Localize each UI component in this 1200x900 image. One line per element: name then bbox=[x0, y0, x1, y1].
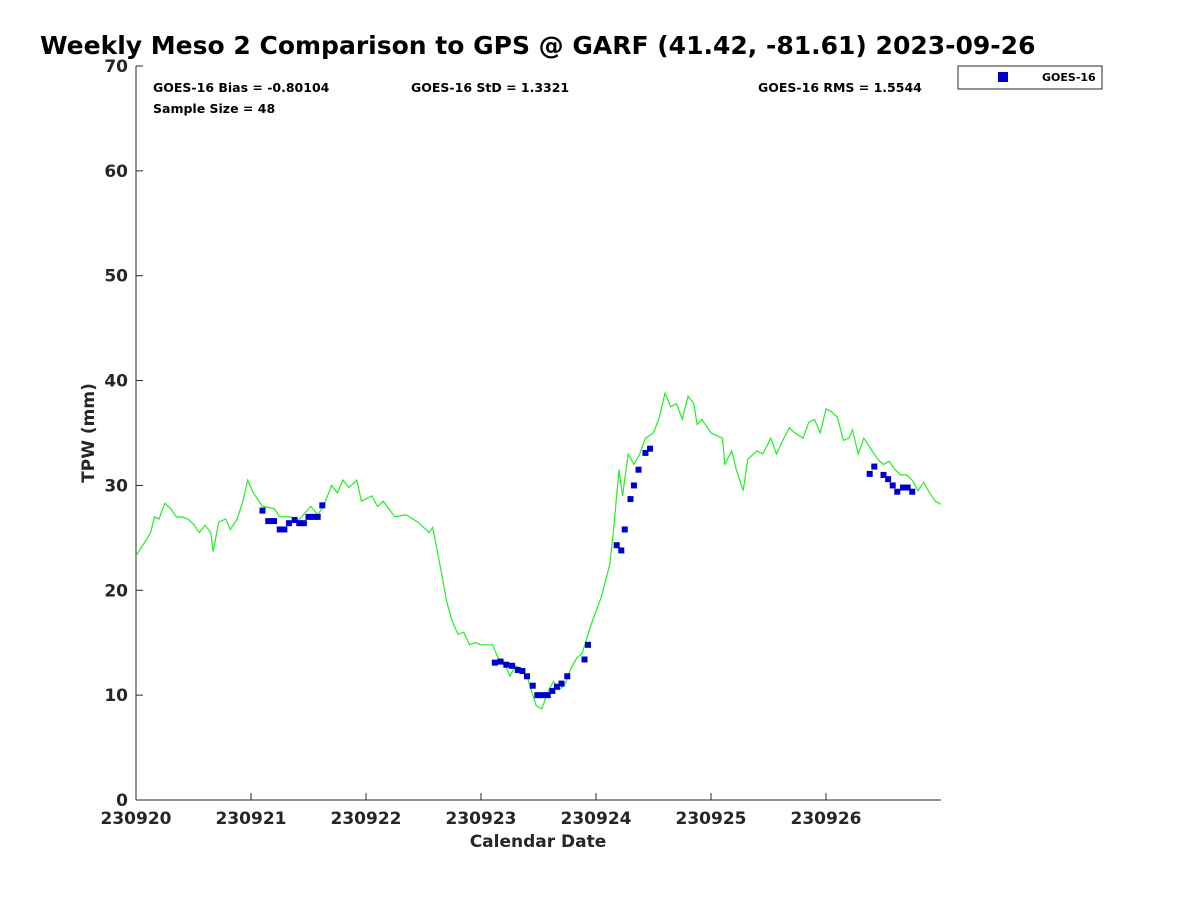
y-tick-label: 10 bbox=[104, 686, 128, 706]
goes-16-point bbox=[285, 520, 292, 527]
chart-title: Weekly Meso 2 Comparison to GPS @ GARF (… bbox=[40, 31, 1035, 60]
sample-size-stat: Sample Size = 48 bbox=[153, 101, 275, 116]
goes-16-point bbox=[491, 659, 498, 666]
goes-16-point bbox=[621, 526, 628, 533]
goes-16-point bbox=[642, 449, 649, 456]
goes-16-point bbox=[904, 484, 911, 491]
goes-16-point bbox=[276, 526, 283, 533]
goes-16-point bbox=[866, 470, 873, 477]
goes-16-point bbox=[871, 463, 878, 470]
goes-16-point bbox=[305, 513, 312, 520]
goes-16-point bbox=[524, 673, 530, 680]
goes-16-point bbox=[558, 680, 565, 687]
y-axis-label: TPW (mm) bbox=[79, 383, 99, 483]
legend-box bbox=[957, 65, 1103, 90]
x-tick-label: 230924 bbox=[561, 809, 632, 829]
goes-16-point bbox=[319, 502, 326, 509]
goes-16-point bbox=[880, 471, 887, 478]
goes-16-point bbox=[553, 683, 560, 690]
x-tick-label: 230922 bbox=[331, 809, 402, 829]
bias-stat: GOES-16 Bias = -0.80104 bbox=[153, 80, 330, 95]
goes-16-point bbox=[900, 484, 907, 491]
y-axis-ticks: 0 10 20 30 40 50 60 70 bbox=[104, 57, 143, 811]
goes-16-point bbox=[909, 488, 916, 495]
goes-16-point bbox=[544, 692, 551, 699]
y-tick-label: 60 bbox=[104, 162, 128, 182]
x-tick-label: 230925 bbox=[676, 809, 747, 829]
goes-16-point bbox=[564, 673, 571, 680]
y-tick-label: 40 bbox=[104, 372, 128, 392]
goes-16-point bbox=[296, 520, 303, 527]
goes-16-point bbox=[894, 488, 901, 495]
goes-16-point bbox=[529, 682, 536, 689]
goes-16-point bbox=[627, 496, 634, 503]
goes-16-point bbox=[281, 526, 288, 533]
goes-16-point bbox=[291, 517, 298, 524]
x-tick-label: 230923 bbox=[446, 809, 517, 829]
series-layer bbox=[135, 391, 942, 710]
y-tick-label: 20 bbox=[104, 581, 128, 601]
x-tick-label: 230921 bbox=[216, 809, 287, 829]
goes-16-point bbox=[630, 482, 637, 489]
legend: GOES-16 bbox=[957, 65, 1103, 90]
x-tick-label: 230920 bbox=[101, 809, 172, 829]
y-tick-label: 30 bbox=[104, 476, 128, 496]
goes-16-point bbox=[509, 662, 516, 669]
goes-16-point bbox=[647, 445, 654, 452]
legend-marker-goes-16 bbox=[998, 72, 1008, 82]
goes-16-point bbox=[514, 666, 521, 673]
goes-16-point bbox=[581, 656, 588, 663]
goes-16-point bbox=[534, 692, 541, 699]
x-tick-label: 230926 bbox=[791, 809, 862, 829]
y-tick-label: 0 bbox=[116, 791, 128, 811]
legend-label-goes-16: GOES-16 bbox=[1042, 71, 1096, 84]
goes-16-point bbox=[613, 542, 620, 549]
x-axis-label: Calendar Date bbox=[470, 832, 607, 852]
goes-16-point bbox=[259, 507, 266, 514]
std-stat: GOES-16 StD = 1.3321 bbox=[411, 80, 569, 95]
goes-16-point bbox=[885, 476, 892, 483]
goes-16-point bbox=[889, 482, 896, 489]
gps-tpw-line bbox=[135, 391, 942, 710]
goes-16-point bbox=[538, 692, 545, 699]
goes-16-point bbox=[584, 641, 591, 648]
goes-16-point bbox=[311, 513, 318, 520]
x-axis-ticks: 230920 230921 230922 230923 230924 230925 2309… bbox=[101, 793, 862, 829]
goes-16-point bbox=[265, 518, 272, 525]
y-tick-label: 70 bbox=[104, 57, 128, 77]
rms-stat: GOES-16 RMS = 1.5544 bbox=[758, 80, 922, 95]
goes-16-point bbox=[314, 513, 321, 520]
goes-16-point bbox=[300, 520, 307, 527]
y-tick-label: 50 bbox=[104, 267, 128, 287]
goes-16-point bbox=[271, 518, 277, 525]
goes-16-point bbox=[519, 668, 526, 675]
goes-16-point bbox=[497, 658, 504, 665]
goes-16-point bbox=[549, 687, 556, 694]
goes-16-point bbox=[503, 661, 510, 668]
plot-area bbox=[135, 66, 941, 801]
goes-16-point bbox=[618, 547, 625, 554]
goes-16-point bbox=[635, 466, 642, 473]
